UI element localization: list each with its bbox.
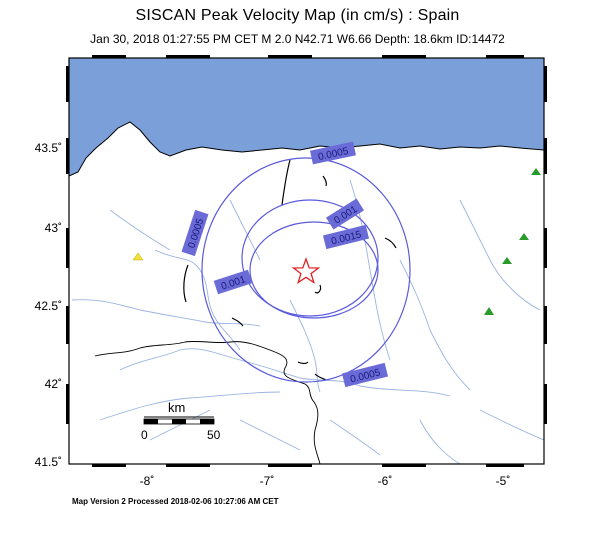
scale-zero: 0	[141, 428, 148, 442]
map-title: SISCAN Peak Velocity Map (in cm/s) : Spa…	[135, 7, 460, 24]
lat-label: 41.5˚	[35, 455, 62, 469]
country-border	[94, 340, 321, 464]
triangle-green-icon[interactable]	[502, 257, 512, 264]
lat-labels: 43.5˚ 43˚ 42.5˚ 42˚ 41.5˚	[35, 141, 62, 469]
lat-label: 43.5˚	[35, 141, 62, 155]
triangle-green-icon[interactable]	[531, 168, 541, 175]
lat-label: 42.5˚	[35, 299, 62, 313]
map-version-footer: Map Version 2 Processed 2018-02-06 10:27…	[72, 497, 279, 506]
stations	[132, 168, 541, 315]
contour-0.001	[241, 199, 379, 317]
coastline	[69, 121, 544, 177]
reservoirs	[183, 159, 397, 381]
lat-label: 42˚	[45, 377, 62, 391]
contour-0.0005	[201, 157, 411, 383]
pgv-contours	[201, 157, 411, 383]
scale-bar: km 0 50	[141, 400, 221, 442]
contour-0.0015	[249, 221, 379, 319]
event-info: Jan 30, 2018 01:27:55 PM CET M 2.0 N42.7…	[90, 32, 505, 46]
frame-ticks	[66, 55, 547, 467]
lon-label: -8˚	[140, 474, 155, 488]
lon-label: -7˚	[260, 474, 275, 488]
scale-end: 50	[207, 428, 221, 442]
lon-label: -6˚	[378, 474, 393, 488]
lon-label: -5˚	[496, 474, 511, 488]
star-icon	[291, 257, 321, 285]
lat-label: 43˚	[45, 221, 62, 235]
triangle-green-icon[interactable]	[484, 307, 494, 315]
lon-labels: -8˚ -7˚ -6˚ -5˚	[140, 474, 511, 488]
triangle-yellow-icon[interactable]	[132, 252, 144, 261]
rivers	[71, 179, 544, 464]
scale-unit: km	[168, 400, 185, 415]
triangle-green-icon[interactable]	[519, 233, 529, 240]
